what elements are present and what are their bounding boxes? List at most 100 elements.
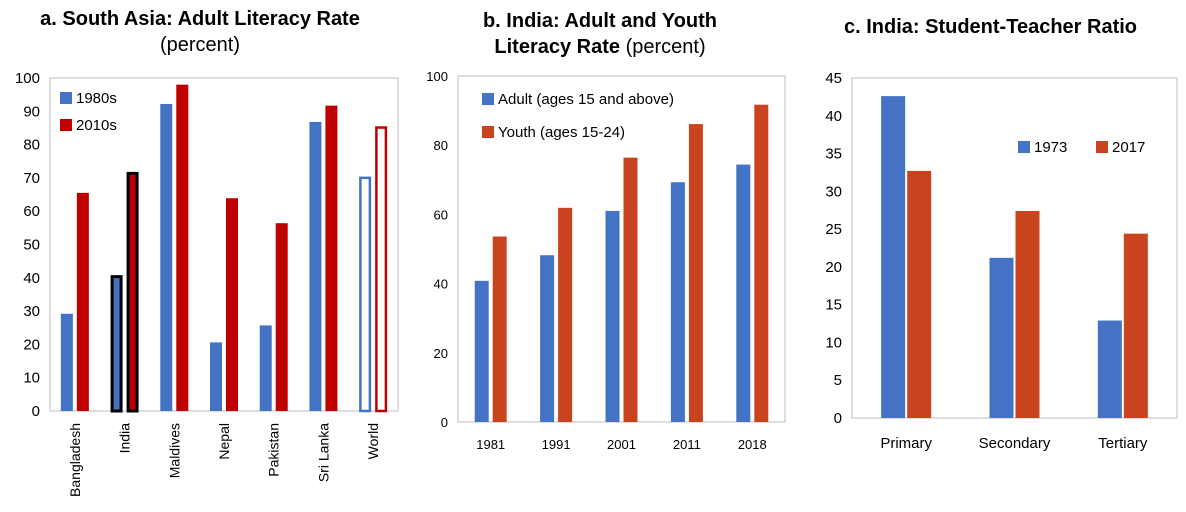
chart-b-y-tick-label: 20	[434, 346, 448, 361]
chart-b-bar-1991-adult	[540, 255, 555, 422]
chart-c-y-tick-label: 10	[825, 334, 842, 351]
chart-a-category-label: Sri Lanka	[315, 423, 331, 482]
chart-c-y-tick-label: 20	[825, 259, 842, 276]
chart-a-bar-bangladesh-1980s	[60, 313, 73, 411]
chart-b-y-tick-label: 100	[426, 69, 448, 84]
panel-a: a. South Asia: Adult Literacy Rate (perc…	[0, 0, 400, 512]
chart-c-bar-primary-1973	[881, 96, 906, 418]
chart-a-bar-nepal-2010s	[226, 198, 238, 411]
chart-a-bar-world-1980s	[359, 176, 372, 413]
chart-b-bar-2001-youth	[623, 157, 638, 422]
chart-a-bar-bangladesh-2010s	[76, 192, 89, 411]
chart-a-bar-world-2010s	[375, 126, 388, 413]
chart-c: 0 5 10 15 20 25 30 35 40 45 Primary Secondary Tertia…	[825, 70, 1178, 452]
panel-c: c. India: Student-Teacher Ratio 0 5 10 15 20…	[795, 0, 1186, 512]
chart-b-category-label: 2018	[738, 437, 767, 452]
chart-c-bar-secondary-1973	[989, 257, 1014, 418]
chart-a-title: a. South Asia: Adult Literacy Rate	[40, 8, 360, 30]
chart-a-bar-india-1980s	[110, 275, 123, 413]
chart-a-subtitle: (percent)	[159, 34, 241, 56]
chart-b-category-label: 1991	[542, 437, 571, 452]
chart-a-y-tick-label: 40	[23, 270, 40, 287]
chart-a-bar-pakistan-1980s	[259, 325, 272, 411]
chart-a-bar-sri-lanka-1980s	[309, 121, 322, 412]
chart-a-y-tick-label: 90	[23, 103, 40, 120]
chart-c-category-label: Tertiary	[1098, 435, 1148, 452]
chart-a-y-tick-label: 20	[23, 336, 40, 353]
chart-b-title: b. India: Adult and Youth	[482, 10, 718, 32]
chart-c-title-block: c. India: Student-Teacher Ratio	[795, 14, 1186, 40]
chart-c-bar-primary-2017	[907, 170, 932, 418]
chart-b-category-label: 2001	[607, 437, 636, 452]
chart-a: 0 10 20 30 40 50 60 70 80 90 100 Bangladesh India Mal…	[15, 70, 399, 497]
chart-c-bar-tertiary-1973	[1097, 320, 1122, 418]
chart-b-bar-2018-youth	[754, 104, 769, 422]
chart-c-y-tick-label: 0	[834, 410, 842, 427]
chart-a-bar-sri-lanka-2010s	[325, 105, 338, 411]
chart-a-legend-label: 1980s	[76, 90, 117, 107]
chart-b-subtitle: (percent)	[625, 36, 706, 58]
chart-a-bar-maldives-2010s	[176, 84, 189, 411]
panel-b: b. India: Adult and Youth Literacy Rate …	[400, 0, 800, 512]
chart-a-category-label: Maldives	[166, 423, 182, 478]
chart-a-category-label: India	[117, 423, 133, 454]
chart-a-legend-swatch	[60, 119, 72, 131]
chart-b-bar-1981-youth	[492, 236, 507, 422]
chart-b-legend-swatch	[482, 93, 494, 105]
chart-b-bar-2001-adult	[605, 210, 620, 422]
chart-c-category-label: Primary	[880, 435, 932, 452]
chart-c-y-tick-label: 30	[825, 183, 842, 200]
chart-b-plot-frame	[457, 75, 786, 423]
chart-a-category-label: World	[365, 423, 381, 459]
chart-a-bar-maldives-1980s	[160, 103, 173, 411]
chart-c-legend-label: 2017	[1112, 139, 1145, 156]
chart-b-legend-swatch	[482, 126, 494, 138]
chart-a-bar-india-2010s	[126, 171, 139, 413]
chart-c-y-tick-label: 5	[834, 372, 842, 389]
chart-a-y-tick-label: 0	[32, 403, 40, 420]
chart-a-legend-label: 2010s	[76, 117, 117, 134]
chart-c-category-label: Secondary	[979, 435, 1051, 452]
chart-b-y-tick-label: 80	[434, 138, 448, 153]
chart-a-y-tick-label: 80	[23, 137, 40, 154]
chart-b-title-line2: Literacy Rate	[494, 36, 621, 58]
chart-c-legend-label: 1973	[1034, 139, 1067, 156]
chart-b-y-tick-label: 0	[441, 415, 448, 430]
chart-b-bar-2018-adult	[736, 164, 751, 423]
chart-b: 0 20 40 60 80 100 1981 1991 2001 2011 2018 Adult (a…	[426, 69, 786, 452]
chart-b-legend-label: Adult (ages 15 and above)	[498, 91, 674, 108]
chart-b-category-label: 1981	[476, 437, 505, 452]
chart-c-legend-swatch	[1018, 141, 1030, 153]
chart-c-legend-swatch	[1096, 141, 1108, 153]
chart-b-y-tick-label: 40	[434, 277, 448, 292]
chart-c-bar-secondary-2017	[1015, 210, 1040, 418]
chart-b-bar-1991-youth	[558, 207, 573, 422]
chart-a-y-tick-label: 10	[23, 370, 40, 387]
chart-b-bar-2011-youth	[688, 124, 703, 423]
chart-a-bar-pakistan-2010s	[275, 223, 288, 411]
chart-a-bar-nepal-1980s	[210, 342, 222, 411]
chart-a-y-tick-label: 50	[23, 237, 40, 254]
chart-c-y-tick-label: 35	[825, 146, 842, 163]
chart-c-y-tick-label: 40	[825, 108, 842, 125]
chart-b-category-label: 2011	[673, 437, 701, 452]
chart-a-y-tick-label: 70	[23, 170, 40, 187]
chart-c-title: c. India: Student-Teacher Ratio	[844, 16, 1137, 38]
chart-a-category-label: Pakistan	[266, 423, 282, 477]
chart-a-y-tick-label: 30	[23, 303, 40, 320]
chart-a-legend-swatch	[60, 92, 72, 104]
chart-b-title-block: b. India: Adult and Youth Literacy Rate …	[400, 8, 800, 60]
chart-b-legend-label: Youth (ages 15-24)	[498, 124, 625, 141]
chart-c-y-tick-label: 45	[825, 70, 842, 87]
chart-c-bar-tertiary-2017	[1123, 233, 1148, 418]
chart-a-plot-frame	[49, 77, 399, 412]
chart-b-bar-1981-adult	[474, 280, 489, 422]
chart-a-category-label: Bangladesh	[67, 423, 83, 497]
chart-b-y-tick-label: 60	[434, 207, 448, 222]
chart-c-y-tick-label: 25	[825, 221, 842, 238]
chart-b-bar-2011-adult	[670, 182, 685, 422]
chart-a-y-tick-label: 60	[23, 203, 40, 220]
chart-a-y-tick-label: 100	[15, 70, 40, 87]
chart-c-y-tick-label: 15	[825, 297, 842, 314]
chart-a-title-block: a. South Asia: Adult Literacy Rate (perc…	[0, 6, 400, 58]
